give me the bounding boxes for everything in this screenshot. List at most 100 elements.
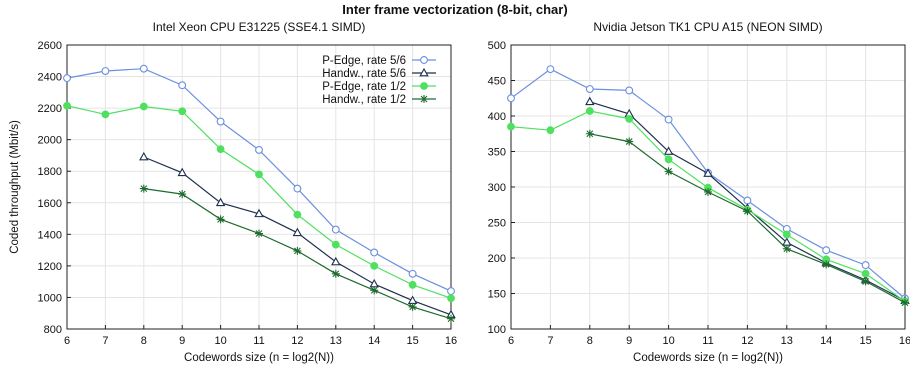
y-tick-label: 100 (488, 324, 506, 336)
legend-label: P-Edge, rate 5/6 (322, 55, 406, 67)
x-tick-label: 11 (702, 335, 713, 347)
data-point (782, 230, 791, 239)
data-point (178, 107, 187, 116)
x-tick-label: 7 (102, 335, 108, 347)
data-point (331, 240, 340, 249)
data-point (292, 227, 303, 237)
data-point (139, 184, 148, 193)
series-3 (63, 101, 455, 303)
data-point (585, 107, 594, 115)
data-point (101, 67, 110, 75)
x-tick-label: 14 (820, 335, 832, 347)
y-tick-label: 1400 (38, 229, 62, 241)
data-point (507, 122, 515, 131)
data-point (663, 146, 674, 155)
x-tick-label: 15 (859, 335, 871, 347)
data-point (782, 244, 791, 253)
data-point (178, 190, 187, 199)
legend-label: Handw., rate 5/6 (322, 68, 406, 80)
data-point (585, 85, 594, 93)
x-tick-label: 14 (368, 335, 380, 347)
data-point (743, 207, 752, 216)
data-point (177, 167, 187, 177)
x-tick-label: 9 (179, 335, 185, 347)
y-tick-label: 350 (488, 147, 506, 159)
y-tick-label: 150 (488, 289, 506, 301)
legend-swatch-marker (420, 56, 428, 64)
data-point (331, 269, 340, 278)
legend-swatch-marker (420, 95, 428, 103)
data-point (625, 86, 634, 95)
data-point (822, 260, 831, 269)
data-point (822, 246, 831, 255)
y-tick-label: 400 (488, 111, 506, 123)
y-tick-label: 450 (488, 76, 506, 88)
data-point (216, 145, 225, 154)
x-tick-label: 13 (781, 335, 793, 347)
y-tick-label: 2000 (38, 135, 62, 147)
x-axis-label: Codewords size (n = log2(N)) (184, 352, 334, 364)
y-tick-label: 1200 (38, 261, 62, 273)
x-tick-label: 11 (253, 335, 264, 347)
data-point (703, 168, 713, 177)
data-point (215, 197, 226, 207)
data-point (178, 81, 187, 90)
data-point (861, 269, 870, 278)
data-point (101, 110, 110, 119)
data-point (546, 65, 555, 74)
data-point (331, 225, 340, 234)
x-tick-label: 12 (741, 335, 753, 347)
data-point (254, 208, 264, 218)
data-point (370, 261, 379, 270)
x-tick-label: 10 (662, 335, 674, 347)
data-point (369, 278, 379, 288)
data-point (664, 155, 673, 164)
x-tick-label: 8 (587, 335, 593, 347)
x-tick-label: 6 (508, 335, 514, 347)
data-point (139, 151, 149, 161)
panel-right: Nvidia Jetson TK1 CPU A15 (NEON SIMD) Co… (488, 20, 910, 364)
legend-swatch-marker (420, 82, 428, 90)
data-point (625, 137, 634, 146)
axis-ticks: 6 7 8 9 10 11 12 13 14 15 16 100 150 200 250 300 350 400 4… (488, 40, 910, 347)
data-point (585, 129, 594, 138)
y-tick-label: 2200 (38, 103, 62, 115)
x-tick-label: 9 (626, 335, 632, 347)
x-axis-label: Codewords size (n = log2(N)) (633, 352, 783, 364)
data-point (216, 117, 225, 126)
series-1 (63, 64, 455, 296)
y-tick-label: 1600 (38, 198, 62, 210)
data-point (507, 94, 515, 103)
data-point (255, 145, 263, 154)
data-point (370, 286, 379, 295)
data-point (704, 187, 712, 196)
data-point (408, 280, 417, 289)
data-point (625, 114, 634, 123)
x-tick-label: 7 (547, 335, 553, 347)
y-tick-label: 1000 (38, 292, 62, 304)
data-point (408, 302, 417, 311)
data-point (63, 101, 71, 110)
data-point (743, 196, 752, 205)
data-point (293, 184, 302, 193)
data-point (139, 102, 148, 111)
y-tick-label: 2400 (38, 72, 62, 84)
series-4 (139, 184, 455, 323)
x-tick-label: 15 (406, 335, 418, 347)
x-tick-label: 8 (141, 335, 147, 347)
data-point (664, 115, 673, 124)
legend-label: P-Edge, rate 1/2 (322, 81, 406, 93)
x-tick-label: 13 (330, 335, 342, 347)
data-point (331, 256, 341, 266)
data-point (546, 126, 555, 135)
series-2 (139, 151, 456, 319)
data-point (293, 246, 302, 255)
y-tick-label: 200 (488, 253, 506, 265)
legend-swatch-marker (419, 67, 429, 77)
data-point (861, 261, 870, 270)
x-tick-label: 6 (64, 335, 70, 347)
x-tick-label: 12 (291, 335, 303, 347)
